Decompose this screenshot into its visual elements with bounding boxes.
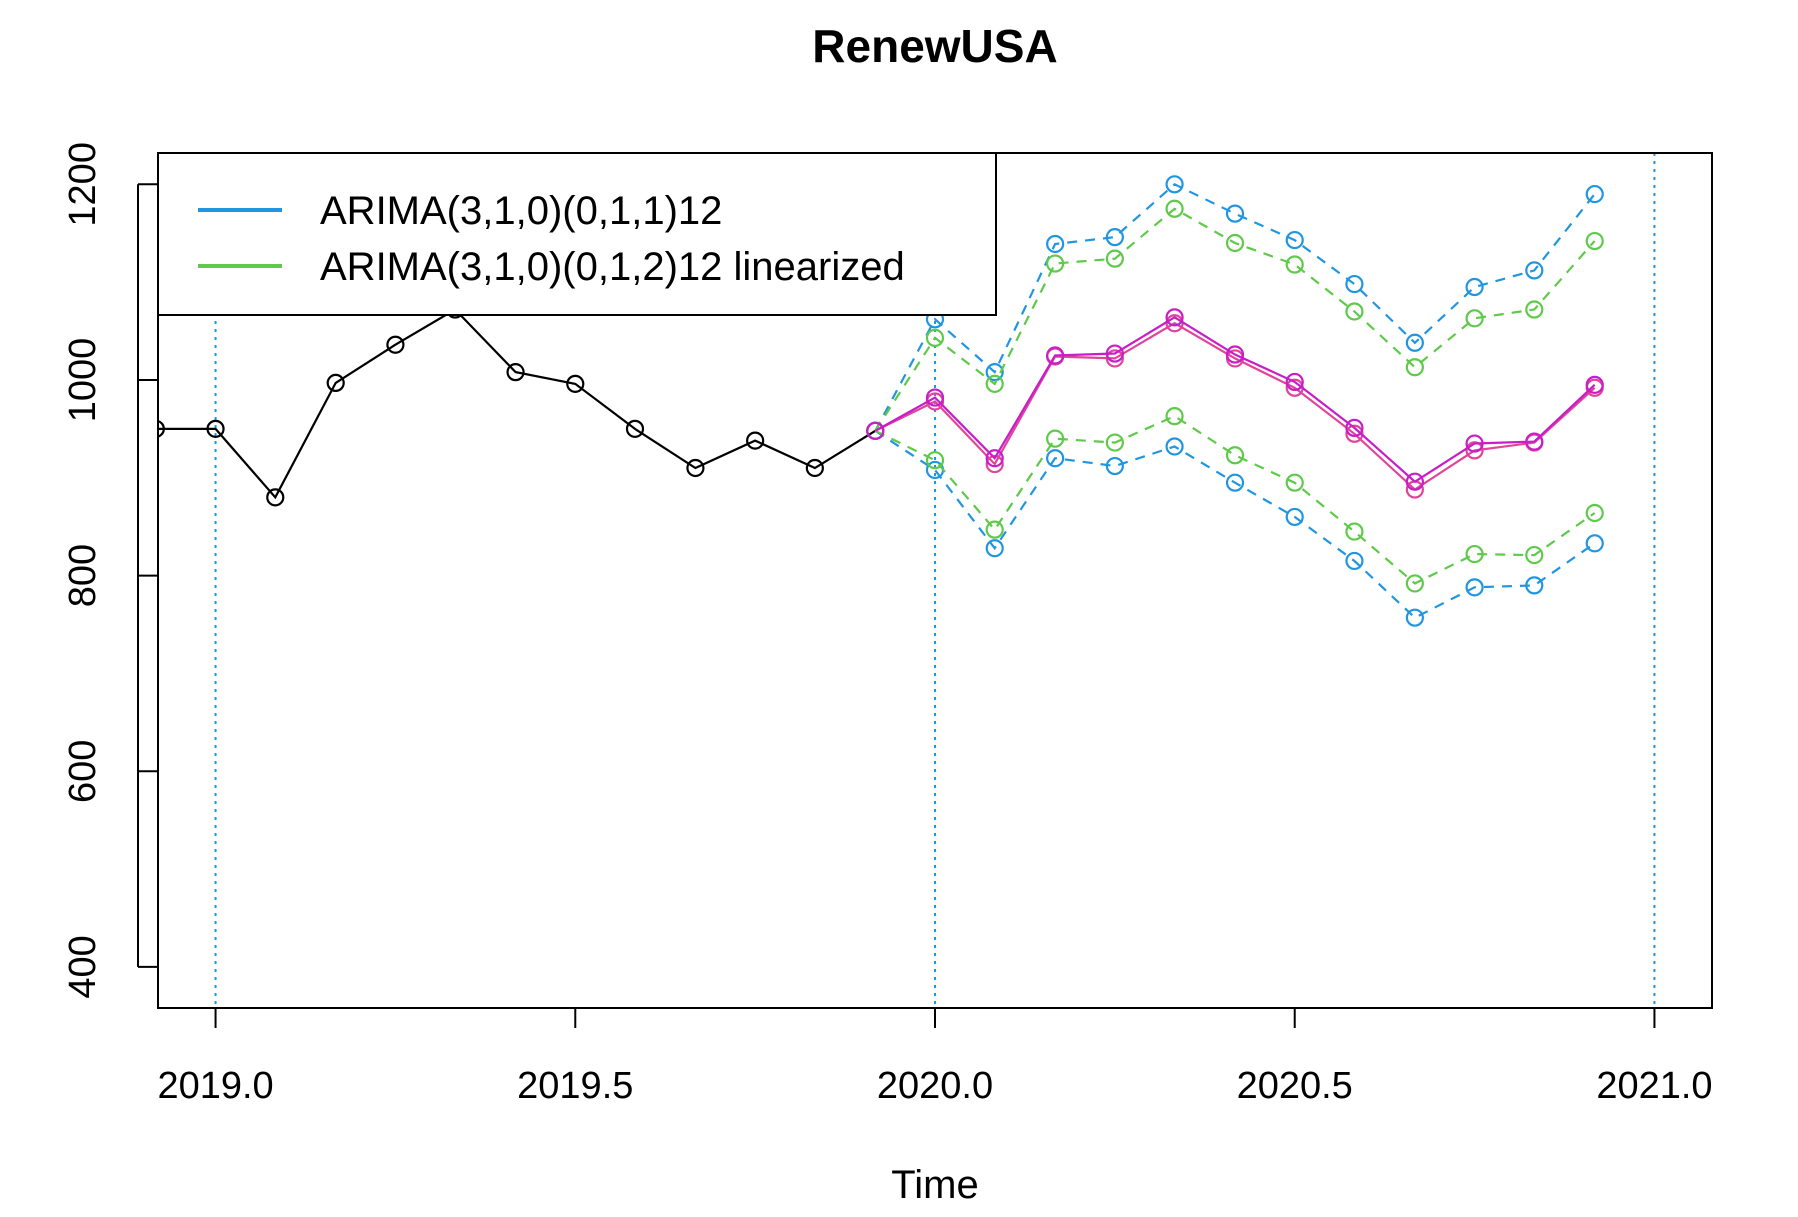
y-tick-label: 600 xyxy=(62,740,104,803)
forecast-series-upper-2-point xyxy=(1407,359,1423,375)
forecast-series-lower-3-point xyxy=(1227,447,1243,463)
forecast-series-lower-1 xyxy=(867,423,1602,626)
observed-series-line xyxy=(156,310,876,498)
forecast-series-lower-3-line xyxy=(875,416,1594,583)
legend-label: ARIMA(3,1,0)(0,1,2)12 linearized xyxy=(320,245,905,289)
legend-box xyxy=(158,153,996,315)
forecast-series-upper-0-point xyxy=(1587,186,1603,202)
forecast-series-upper-0-point xyxy=(1227,206,1243,222)
y-tick-label: 1000 xyxy=(62,338,104,423)
forecast-series-upper-0-point xyxy=(1467,279,1483,295)
y-tick-label: 1200 xyxy=(62,142,104,227)
observed-series xyxy=(148,302,883,506)
forecast-series-lower-1-point xyxy=(1407,610,1423,626)
y-tick-label: 400 xyxy=(62,935,104,998)
forecast-series-point-4-line xyxy=(875,323,1594,489)
x-tick-label: 2020.0 xyxy=(877,1065,993,1107)
legend-label: ARIMA(3,1,0)(0,1,1)12 xyxy=(320,189,722,233)
y-tick-label: 800 xyxy=(62,544,104,607)
forecast-series-upper-2-point xyxy=(1287,257,1303,273)
x-tick-label: 2019.5 xyxy=(517,1065,633,1107)
forecast-series-point-4 xyxy=(867,315,1602,497)
forecast-series-lower-3-point xyxy=(987,522,1003,538)
legend: ARIMA(3,1,0)(0,1,1)12 ARIMA(3,1,0)(0,1,2)… xyxy=(158,153,996,315)
forecast-series-lower-1-point xyxy=(1587,535,1603,551)
forecast-series-lower-3-point xyxy=(1346,524,1362,540)
forecast-series-lower-3-point xyxy=(1587,505,1603,521)
x-axis: 2019.0 2019.5 2020.0 2020.5 2021.0 xyxy=(157,1008,1712,1107)
x-tick-label: 2019.0 xyxy=(157,1065,273,1107)
x-axis-label: Time xyxy=(891,1163,978,1207)
forecast-series-lower-3 xyxy=(867,408,1602,591)
chart-title: RenewUSA xyxy=(812,20,1057,72)
forecast-series-upper-0-point xyxy=(1346,276,1362,292)
forecast-series-point-5-line xyxy=(875,317,1594,481)
y-axis: 400 600 800 1000 1200 xyxy=(62,142,158,999)
x-tick-label: 2020.5 xyxy=(1237,1065,1353,1107)
forecast-series-lower-3-point xyxy=(1167,408,1183,424)
forecast-series-lower-1-line xyxy=(875,431,1594,618)
x-tick-label: 2021.0 xyxy=(1596,1065,1712,1107)
